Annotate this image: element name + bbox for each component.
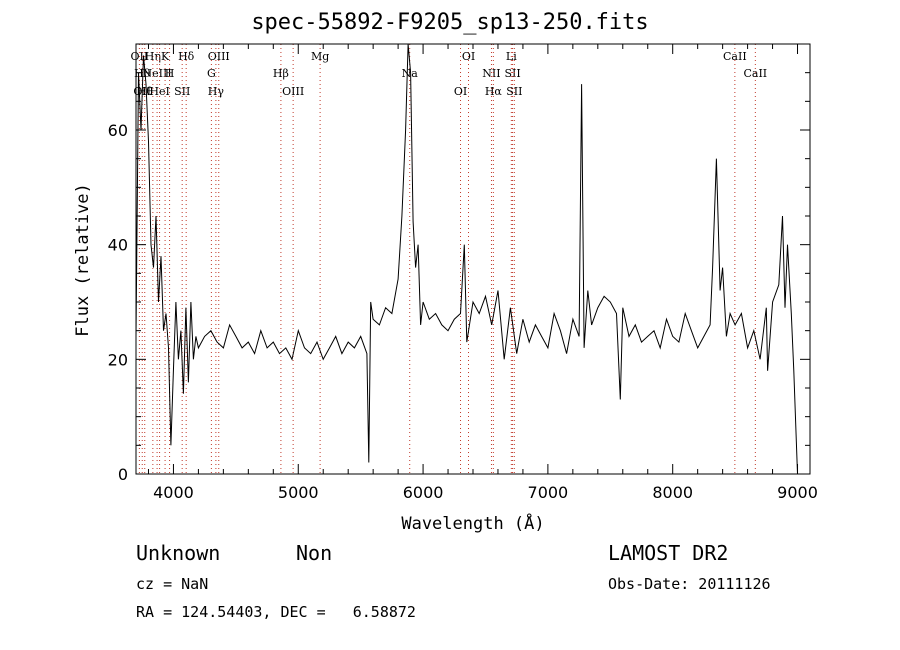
y-tick-label: 40 [108,236,128,255]
marker-label: Hγ [208,85,225,98]
survey-name: LAMOST DR2 [608,541,729,565]
marker-label: CaII [743,67,767,80]
marker-label: Li [506,50,517,63]
marker-label: SII [174,85,190,98]
spectrum-line-0 [135,43,798,475]
marker-label: Hβ [273,67,289,80]
x-axis-label: Wavelength (Å) [401,512,544,534]
y-tick-label: 20 [108,350,128,369]
marker-label: Mg [311,50,329,63]
x-tick-label: 6000 [403,483,444,502]
y-tick-label: 0 [118,465,128,484]
x-tick-label: 7000 [528,483,569,502]
marker-label: OIII [282,85,304,98]
marker-label: OI [454,85,467,98]
line-markers: OIIHθOIIHθHηNeIIIHeIKHSIIHδGHγOIIIHβOIII… [131,44,767,474]
marker-label: SII [506,85,522,98]
spectrum-series [135,43,798,475]
marker-label: NeIII [143,67,172,80]
x-tick-label: 9000 [777,483,818,502]
axes: 4000 5000 6000 7000 8000 9000 0 20 40 60 [108,43,818,502]
marker-label: NII [482,67,500,80]
y-axis-label: Flux (relative) [73,183,93,337]
y-tick-label: 60 [108,121,128,140]
plot-frame [135,43,811,475]
x-tick-label: 8000 [652,483,693,502]
observation-date: Obs-Date: 20111126 [608,575,771,593]
x-tick-label: 4000 [153,483,194,502]
coordinates: RA = 124.54403, DEC = 6.58872 [136,603,416,621]
marker-label: Na [402,67,419,80]
object-class: Unknown [136,541,221,565]
marker-label: H [165,67,175,80]
marker-label: OIII [208,50,230,63]
marker-label: HeI [149,85,169,98]
marker-label: K [161,50,170,63]
redshift-cz: cz = NaN [136,575,209,593]
marker-label: Hη [145,50,161,63]
marker-label: CaII [723,50,747,63]
x-tick-label: 5000 [278,483,319,502]
marker-label: OI [462,50,475,63]
chart-title: spec-55892-F9205_sp13-250.fits [251,10,649,35]
marker-label: SII [504,67,520,80]
marker-label: G [207,67,216,80]
marker-label: Hδ [178,50,195,63]
object-subclass: Non [296,541,333,565]
marker-label: Hα [485,85,503,98]
marker-label: Hθ [137,85,154,98]
